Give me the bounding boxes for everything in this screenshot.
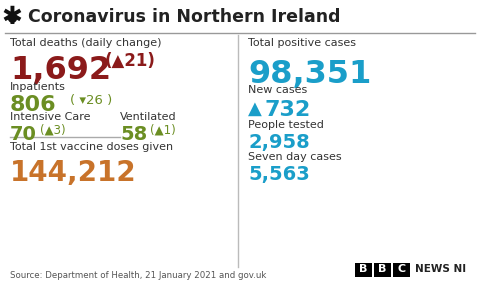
- Text: Total deaths (daily change): Total deaths (daily change): [10, 38, 161, 48]
- Text: Seven day cases: Seven day cases: [248, 152, 342, 162]
- Text: Coronavirus in Northern Ireland: Coronavirus in Northern Ireland: [28, 8, 340, 26]
- Text: Total 1st vaccine doses given: Total 1st vaccine doses given: [10, 142, 173, 152]
- Text: 98,351: 98,351: [248, 59, 372, 90]
- Text: (▲1): (▲1): [150, 124, 176, 137]
- Text: 2,958: 2,958: [248, 133, 310, 152]
- Text: Intensive Care: Intensive Care: [10, 112, 91, 122]
- Text: B: B: [360, 264, 368, 274]
- Text: ( ▾26 ): ( ▾26 ): [70, 94, 112, 107]
- Text: ✱: ✱: [1, 5, 23, 29]
- FancyBboxPatch shape: [393, 263, 410, 277]
- Text: 1,692: 1,692: [10, 55, 111, 86]
- Text: C: C: [397, 264, 406, 274]
- Text: Inpatients: Inpatients: [10, 82, 66, 92]
- FancyBboxPatch shape: [374, 263, 391, 277]
- Text: ▲: ▲: [248, 100, 262, 118]
- Text: 806: 806: [10, 95, 57, 115]
- FancyBboxPatch shape: [355, 263, 372, 277]
- Text: (▲21): (▲21): [105, 52, 156, 70]
- Text: ●: ●: [7, 11, 17, 23]
- Text: People tested: People tested: [248, 120, 324, 130]
- Text: 732: 732: [264, 100, 310, 120]
- Text: 58: 58: [120, 125, 147, 144]
- Text: New cases: New cases: [248, 85, 307, 95]
- Text: 5,563: 5,563: [248, 165, 310, 184]
- Text: 144,212: 144,212: [10, 159, 137, 187]
- Text: NEWS NI: NEWS NI: [415, 264, 466, 274]
- Text: Source: Department of Health, 21 January 2021 and gov.uk: Source: Department of Health, 21 January…: [10, 271, 266, 280]
- Text: Total positive cases: Total positive cases: [248, 38, 356, 48]
- Text: Ventilated: Ventilated: [120, 112, 177, 122]
- Text: 70: 70: [10, 125, 37, 144]
- Text: (▲3): (▲3): [40, 124, 66, 137]
- Text: B: B: [378, 264, 387, 274]
